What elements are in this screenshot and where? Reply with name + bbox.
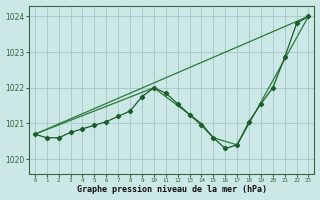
X-axis label: Graphe pression niveau de la mer (hPa): Graphe pression niveau de la mer (hPa) bbox=[77, 185, 267, 194]
